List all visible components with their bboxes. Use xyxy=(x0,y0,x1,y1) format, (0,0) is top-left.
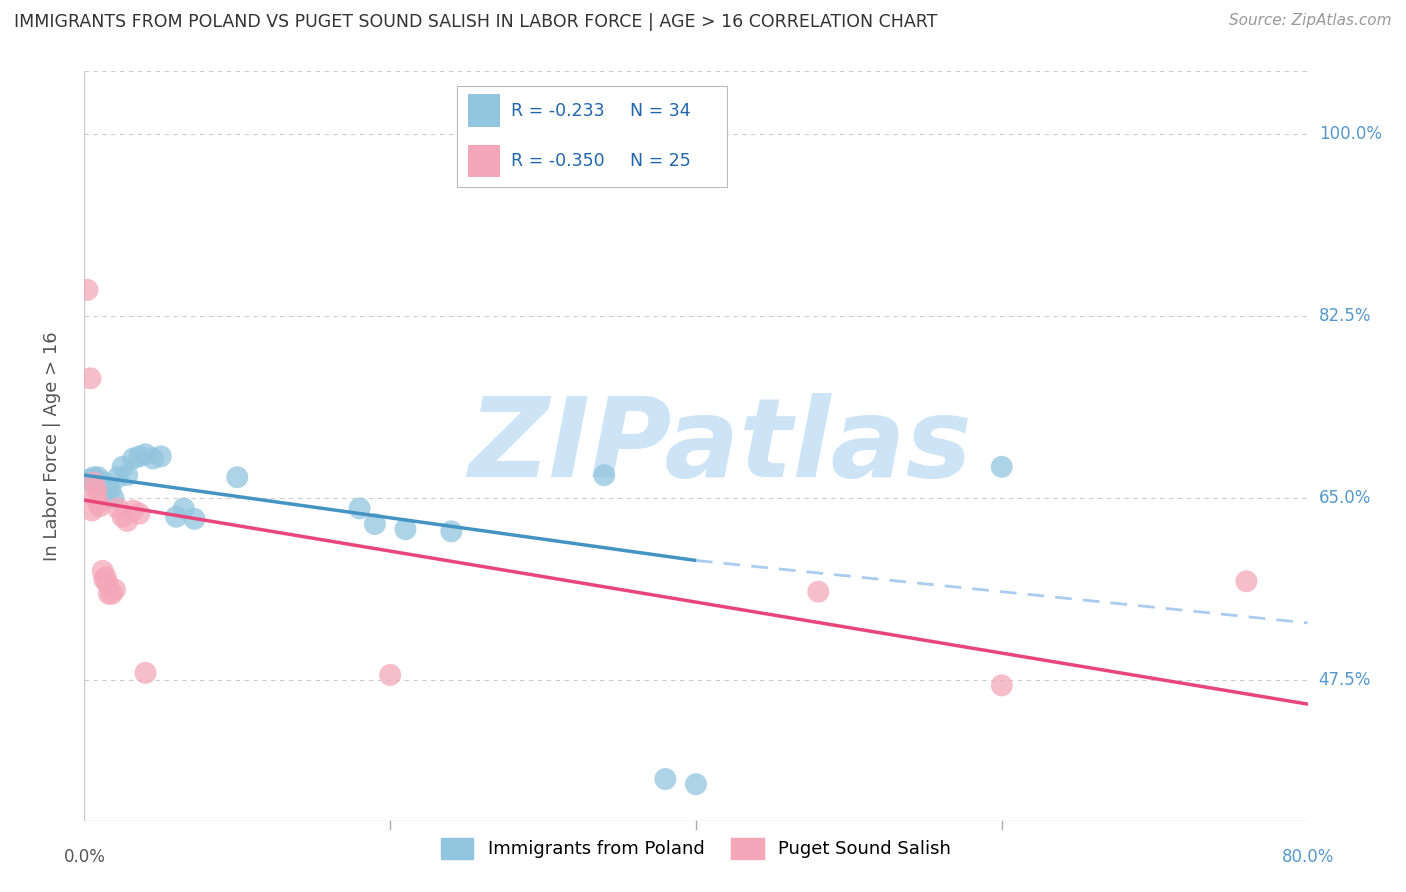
Point xyxy=(97,587,120,601)
Point xyxy=(86,483,108,497)
Point xyxy=(142,451,165,466)
Point xyxy=(98,483,121,497)
Point xyxy=(80,503,103,517)
Point xyxy=(89,500,111,514)
Point xyxy=(1236,574,1258,589)
Point xyxy=(807,584,830,599)
Point xyxy=(103,491,125,505)
Point xyxy=(165,509,187,524)
Point xyxy=(349,501,371,516)
Point xyxy=(93,572,115,586)
Text: IMMIGRANTS FROM POLAND VS PUGET SOUND SALISH IN LABOR FORCE | AGE > 16 CORRELATI: IMMIGRANTS FROM POLAND VS PUGET SOUND SA… xyxy=(14,13,938,31)
Point xyxy=(86,475,108,490)
Text: Source: ZipAtlas.com: Source: ZipAtlas.com xyxy=(1229,13,1392,29)
Point xyxy=(183,512,205,526)
Text: 47.5%: 47.5% xyxy=(1319,671,1371,690)
Point xyxy=(128,450,150,464)
Point xyxy=(80,475,103,490)
Point xyxy=(87,496,110,510)
Point xyxy=(83,475,105,490)
Point xyxy=(226,470,249,484)
Point xyxy=(84,489,107,503)
Point xyxy=(94,481,117,495)
Point xyxy=(89,481,111,495)
Point xyxy=(79,472,101,486)
Point xyxy=(84,472,107,486)
Point xyxy=(135,665,157,680)
Point xyxy=(593,468,616,483)
Point xyxy=(115,514,138,528)
Point xyxy=(364,517,387,532)
Point xyxy=(79,371,101,385)
Point xyxy=(90,478,112,492)
Point xyxy=(111,509,134,524)
Legend: Immigrants from Poland, Puget Sound Salish: Immigrants from Poland, Puget Sound Sali… xyxy=(432,829,960,868)
Point xyxy=(91,564,114,578)
Point xyxy=(91,483,114,497)
Point xyxy=(93,475,115,490)
Point xyxy=(440,524,463,539)
Point xyxy=(654,772,676,786)
Text: 65.0%: 65.0% xyxy=(1319,489,1371,507)
Point xyxy=(122,451,145,466)
Y-axis label: In Labor Force | Age > 16: In Labor Force | Age > 16 xyxy=(42,331,60,561)
Point xyxy=(101,587,124,601)
Point xyxy=(94,570,117,584)
Point xyxy=(149,450,172,464)
Point xyxy=(991,678,1014,692)
Text: ZIPatlas: ZIPatlas xyxy=(468,392,973,500)
Point xyxy=(991,459,1014,474)
Point xyxy=(122,503,145,517)
Point xyxy=(107,470,129,484)
Point xyxy=(76,283,98,297)
Point xyxy=(685,777,707,791)
Point xyxy=(394,522,416,536)
Point xyxy=(135,447,157,461)
Point xyxy=(96,481,118,495)
Point xyxy=(173,501,195,516)
Point xyxy=(111,459,134,474)
Text: 100.0%: 100.0% xyxy=(1319,125,1382,143)
Point xyxy=(107,501,129,516)
Text: 82.5%: 82.5% xyxy=(1319,307,1371,325)
Text: 0.0%: 0.0% xyxy=(63,848,105,866)
Text: 80.0%: 80.0% xyxy=(1281,848,1334,866)
Point xyxy=(83,470,105,484)
Point xyxy=(96,576,118,591)
Point xyxy=(104,582,127,597)
Point xyxy=(115,468,138,483)
Point xyxy=(87,470,110,484)
Point xyxy=(380,668,402,682)
Point xyxy=(128,507,150,521)
